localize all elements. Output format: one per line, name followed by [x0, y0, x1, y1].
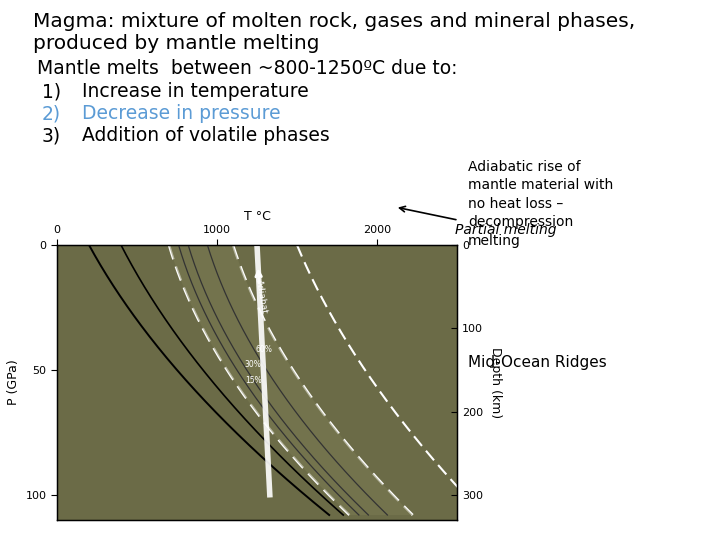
- Y-axis label: P (GPa): P (GPa): [7, 360, 20, 406]
- Text: Mantle melts  between ~800-1250ºC due to:: Mantle melts between ~800-1250ºC due to:: [37, 59, 457, 78]
- Text: 2): 2): [42, 104, 61, 123]
- Text: 15%: 15%: [245, 376, 261, 385]
- Text: Addition of volatile phases: Addition of volatile phases: [82, 126, 330, 145]
- Text: 60%: 60%: [256, 346, 272, 354]
- Text: Increase in temperature: Increase in temperature: [82, 82, 309, 101]
- Text: 3): 3): [42, 126, 61, 145]
- Polygon shape: [169, 245, 413, 515]
- Y-axis label: Depth (km): Depth (km): [489, 347, 502, 418]
- Text: 30%: 30%: [245, 360, 261, 369]
- Text: Decrease in pressure: Decrease in pressure: [82, 104, 281, 123]
- Text: 1): 1): [42, 82, 61, 101]
- Text: produced by mantle melting: produced by mantle melting: [33, 34, 320, 53]
- Text: Magma: mixture of molten rock, gases and mineral phases,: Magma: mixture of molten rock, gases and…: [33, 12, 635, 31]
- Text: Mid-Ocean Ridges: Mid-Ocean Ridges: [468, 355, 607, 370]
- X-axis label: T °C: T °C: [243, 211, 271, 224]
- Text: Partial melting: Partial melting: [400, 206, 557, 237]
- Text: Adiabatic rise of
mantle material with
no heat loss –
decompression
melting: Adiabatic rise of mantle material with n…: [468, 160, 613, 248]
- Text: Adiabat: Adiabat: [253, 279, 269, 314]
